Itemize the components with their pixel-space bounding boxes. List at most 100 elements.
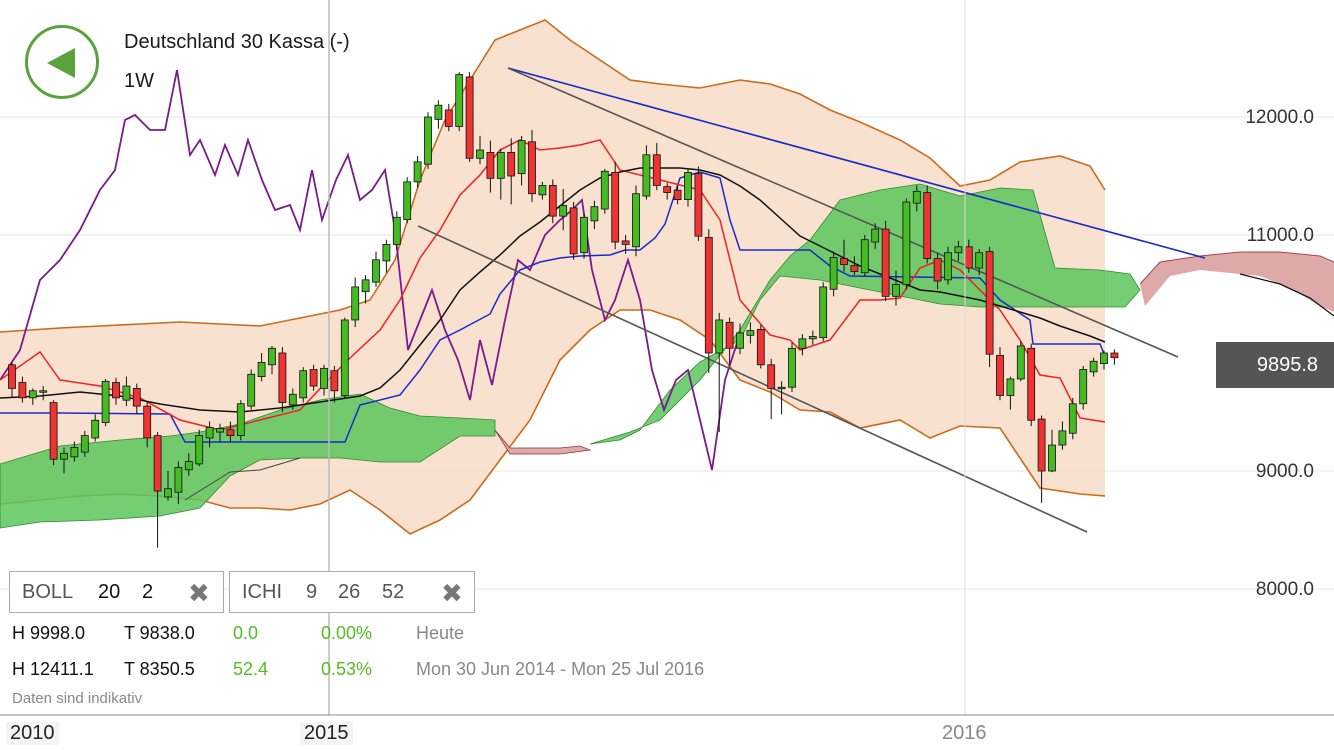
candle	[382, 239, 391, 273]
candle	[912, 185, 921, 212]
candle	[736, 323, 744, 355]
candle-body-up	[954, 246, 963, 254]
candle	[465, 72, 474, 162]
indicator-chip-boll[interactable]: BOLL 20 2 ✖	[9, 571, 224, 613]
candle	[548, 179, 557, 224]
candle-body-down	[153, 435, 162, 492]
candle-body-up	[538, 185, 547, 196]
candle	[507, 138, 516, 205]
y-axis-label: 9000.0	[1255, 461, 1314, 482]
candle-body-up	[580, 216, 588, 254]
y-axis-label: 11000.0	[1246, 225, 1314, 246]
candle-body-down	[850, 265, 859, 272]
candle	[767, 358, 776, 420]
candle-body-down	[18, 382, 27, 399]
candle-body-down	[881, 228, 890, 297]
candle	[153, 432, 162, 548]
tenkan-sen-line	[0, 139, 1106, 431]
candle	[101, 378, 110, 427]
candle-body-up	[912, 190, 921, 204]
candle	[361, 275, 370, 304]
disclaimer-text: Daten sind indikativ	[12, 690, 143, 707]
candle-body-up	[715, 319, 724, 354]
stat-change-pct: 0.00%	[321, 623, 373, 643]
candle-body-up	[1016, 345, 1025, 380]
ichimoku-future-span	[1139, 251, 1334, 285]
interval-label[interactable]: 1W	[124, 70, 154, 92]
candle-body-down	[1027, 347, 1036, 421]
candle-body-up	[455, 74, 464, 127]
candle-body-up	[746, 330, 755, 336]
candle-body-down	[704, 236, 713, 354]
candle	[372, 251, 380, 287]
candle-body-up	[902, 201, 911, 285]
candle-body-up	[184, 461, 193, 471]
candle-body-up	[424, 116, 432, 165]
bollinger-upper	[0, 19, 1106, 333]
candle	[559, 188, 568, 231]
candle-body-up	[340, 319, 349, 396]
candle	[268, 345, 276, 375]
candle	[528, 129, 536, 202]
candle-body-up	[299, 370, 308, 399]
candle-body-down	[694, 173, 703, 237]
candle	[351, 277, 360, 328]
candle	[642, 145, 651, 200]
candle-body-up	[1068, 403, 1077, 434]
back-button[interactable]	[25, 25, 99, 99]
close-icon[interactable]: ✖	[188, 578, 210, 608]
candle	[8, 362, 16, 398]
indicator-name: BOLL	[22, 581, 74, 603]
candle	[288, 388, 297, 410]
bollinger-lower	[0, 309, 1106, 535]
indicator-chip-ichi[interactable]: ICHI 9 26 52 ✖	[229, 571, 475, 613]
candle	[756, 324, 765, 369]
candle-body-up	[496, 151, 505, 179]
candle-body-down	[309, 369, 318, 387]
candle	[975, 249, 984, 276]
close-icon[interactable]: ✖	[441, 578, 463, 608]
candle	[1100, 350, 1108, 370]
candle-body-up	[80, 435, 89, 453]
candle	[850, 256, 859, 276]
candle	[621, 235, 630, 254]
candle-body-up	[1100, 352, 1108, 365]
x-axis-label: 2015	[300, 722, 353, 745]
candle	[538, 181, 547, 200]
candle-body-down	[1037, 418, 1046, 472]
back-triangle-icon	[47, 48, 75, 78]
candle-body-down	[621, 240, 630, 245]
ichimoku-cloud-bear	[494, 429, 592, 455]
candle-body-up	[195, 435, 204, 465]
candle	[725, 317, 734, 365]
candle-body-down	[756, 328, 765, 366]
indicator-param: 9	[306, 581, 318, 603]
candle-body-down	[652, 154, 661, 186]
candle	[1089, 357, 1098, 377]
candle-body-up	[788, 347, 796, 388]
candle	[486, 140, 495, 193]
candle	[455, 72, 464, 132]
candle	[18, 376, 27, 403]
candle-body-up	[517, 140, 526, 175]
candle	[694, 166, 703, 241]
candle-body-up	[320, 367, 328, 389]
ichimoku-future-span-b	[1239, 273, 1334, 317]
candle	[1037, 415, 1046, 503]
candle-body-up	[1048, 444, 1056, 472]
candle	[600, 168, 609, 214]
candle	[1058, 421, 1067, 450]
candle	[902, 198, 911, 290]
bollinger-middle	[0, 167, 1106, 413]
candle	[80, 430, 89, 457]
stat-period: Mon 30 Jun 2014 - Mon 25 Jul 2016	[416, 659, 705, 679]
candle-body-up	[174, 467, 183, 493]
candle	[652, 142, 661, 191]
stat-low: T 8350.5	[124, 659, 195, 679]
candle	[122, 376, 131, 407]
candle-body-up	[382, 244, 391, 262]
candle-body-up	[600, 170, 609, 210]
candle-body-up	[559, 205, 568, 217]
candle	[1068, 397, 1077, 440]
